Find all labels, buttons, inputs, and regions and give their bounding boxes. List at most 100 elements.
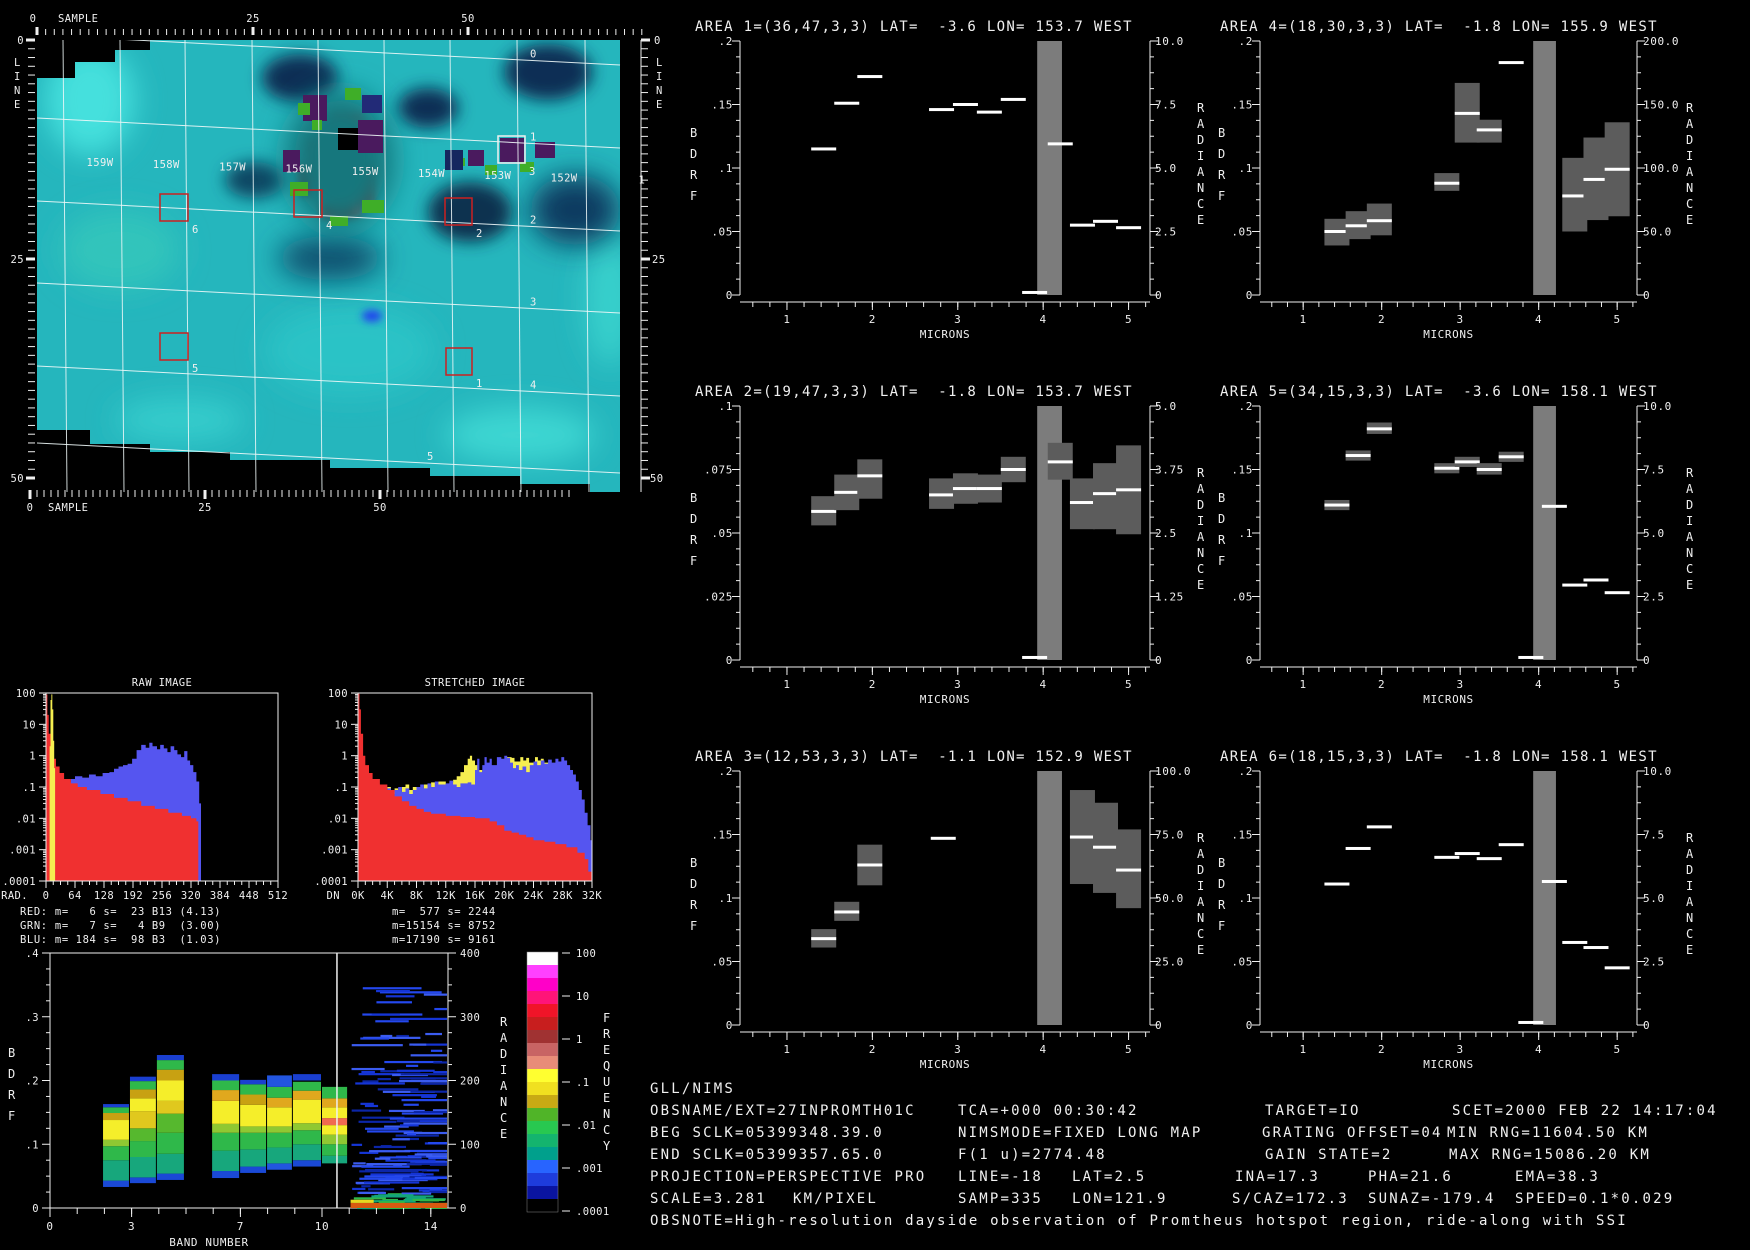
- calibration-gap-band: [1533, 41, 1556, 295]
- hist-x-tick: 32K: [582, 890, 602, 902]
- band-radiance-letter: C: [500, 1111, 508, 1125]
- hist-y-tick: .01: [328, 813, 348, 825]
- band-strip: [240, 1104, 267, 1127]
- histogram-raw-image: RAW IMAGE 100 10 1 .1 .01 .001 .0001 0 64 128 192 25…: [1, 677, 288, 946]
- y-tick-label: .2: [1239, 400, 1253, 413]
- bdrf-axis-letter: D: [1218, 512, 1226, 526]
- radiance-dash: [359, 1191, 386, 1195]
- radiance-dash: [361, 1070, 375, 1074]
- map-lon-label: 157W: [219, 161, 246, 173]
- x-tick-label: 5: [1614, 313, 1621, 326]
- tick: [62, 40, 68, 492]
- radiance-dash: [426, 1155, 447, 1158]
- x-axis-label: MICRONS: [1423, 328, 1474, 341]
- spectrum-point: [1498, 455, 1524, 459]
- bdrf-axis-letter: F: [690, 554, 698, 568]
- radiance-dash: [360, 1102, 374, 1105]
- bdrf-axis-letter: R: [1218, 533, 1226, 547]
- map-right-tick: 50: [650, 473, 663, 485]
- bdrf-axis-letter: D: [1218, 147, 1226, 161]
- spectrum-point: [834, 101, 860, 105]
- tick: [37, 442, 621, 474]
- radiance-dash: [433, 1061, 447, 1064]
- map-right-tick: 25: [652, 254, 665, 266]
- spectrum-title: AREA 3=(12,53,3,3) LAT= -1.1 LON= 152.9 …: [695, 749, 1133, 765]
- band-strip: [156, 1173, 184, 1180]
- band-x-tick: 3: [128, 1220, 135, 1233]
- metadata-field: OBSNAME/EXT=27INPROMTH01C: [650, 1103, 916, 1119]
- map-bottom-axis-label: SAMPLE: [48, 502, 88, 514]
- radiance-dash: [382, 1090, 435, 1093]
- map-blob: [60, 210, 180, 290]
- radiance-dash: [355, 1082, 405, 1085]
- bdrf-axis-letter: D: [1218, 877, 1226, 891]
- band-strip: [156, 1055, 184, 1061]
- tick: [251, 40, 257, 492]
- hist-x-tick: 64: [68, 890, 81, 902]
- metadata-field: SAMP=335: [958, 1191, 1043, 1207]
- hist-x-tick: 256: [152, 890, 172, 902]
- radiance-axis-letter: A: [1686, 530, 1694, 544]
- hist-x-tick: 0: [43, 890, 50, 902]
- radiance-axis-letter: A: [1686, 895, 1694, 909]
- hist-stat-value: m= 577 s= 2244: [392, 906, 496, 918]
- map-top-tick: 50: [461, 13, 474, 25]
- radiance-dash: [406, 1196, 426, 1199]
- spectrum-point: [1434, 181, 1460, 185]
- band-strip: [156, 1153, 184, 1174]
- x-tick-label: 3: [954, 1043, 961, 1056]
- radiance-dash: [351, 1067, 385, 1071]
- metadata-field: KM/PIXEL: [793, 1191, 878, 1207]
- map-left-axis-label: N: [14, 85, 21, 97]
- radiance-axis-letter: C: [1197, 562, 1205, 576]
- metadata-field: LAT=2.5: [1072, 1169, 1146, 1185]
- radiance-dash: [396, 1034, 409, 1038]
- metadata-field: TCA=+000 00:30:42: [958, 1103, 1139, 1119]
- band-strip: [240, 1094, 267, 1105]
- spectrum-point: [1324, 230, 1350, 233]
- hist-stat-label: BLU:: [20, 934, 48, 946]
- band-strip: [322, 1086, 348, 1099]
- bdrf-axis-letter: R: [690, 168, 698, 182]
- spectrum-point: [1324, 882, 1350, 886]
- hist-x-tick: 512: [268, 890, 288, 902]
- x-tick-label: 2: [869, 313, 876, 326]
- band-strip: [103, 1180, 129, 1187]
- radiance-dash: [432, 1109, 447, 1112]
- band-y2-tick: 0: [460, 1203, 467, 1215]
- map-left-tick: 25: [11, 254, 24, 266]
- radiance-axis-letter: A: [1197, 847, 1205, 861]
- x-tick-label: 5: [1614, 678, 1621, 691]
- hist-x-tick: 192: [123, 890, 143, 902]
- spectrum-point: [1604, 966, 1630, 970]
- y2-tick-label: 0: [1643, 289, 1650, 302]
- radiance-dash: [351, 1143, 363, 1146]
- spectrum-point: [1366, 427, 1392, 431]
- colorbar-axis-letter: F: [603, 1011, 611, 1025]
- map-left-axis-label: E: [14, 99, 21, 111]
- map-lat-label: 3: [530, 296, 537, 308]
- band-bottom-strip: [350, 1199, 374, 1203]
- spectrum-point: [1345, 224, 1371, 228]
- radiance-dash: [364, 1175, 410, 1178]
- hist-stat-label: GRN:: [20, 920, 48, 932]
- radiance-axis-letter: D: [1686, 498, 1694, 512]
- metadata-field: SCALE=3.281: [650, 1191, 767, 1207]
- rect: [362, 200, 384, 213]
- y-tick-label: .05: [711, 226, 733, 239]
- y2-tick-label: 0: [1643, 654, 1650, 667]
- rect: [445, 150, 463, 170]
- band-radiance-letter: N: [500, 1095, 508, 1109]
- x-tick-label: 1: [783, 678, 790, 691]
- band-strip: [292, 1099, 321, 1124]
- map-panel: 0 1 2 3 4 5 159W 158W 157W 156W 155W 154W 153W 152W 1 5…: [11, 13, 666, 514]
- radiance-dash: [359, 1177, 419, 1180]
- spectrum-point: [857, 863, 883, 867]
- colorbar-frame: [526, 951, 559, 1213]
- band-y-tick: .4: [26, 948, 39, 960]
- band-strip: [156, 1132, 184, 1154]
- colorbar-segment: [527, 1056, 558, 1070]
- rect: [485, 165, 497, 175]
- spectrum-point: [976, 110, 1002, 114]
